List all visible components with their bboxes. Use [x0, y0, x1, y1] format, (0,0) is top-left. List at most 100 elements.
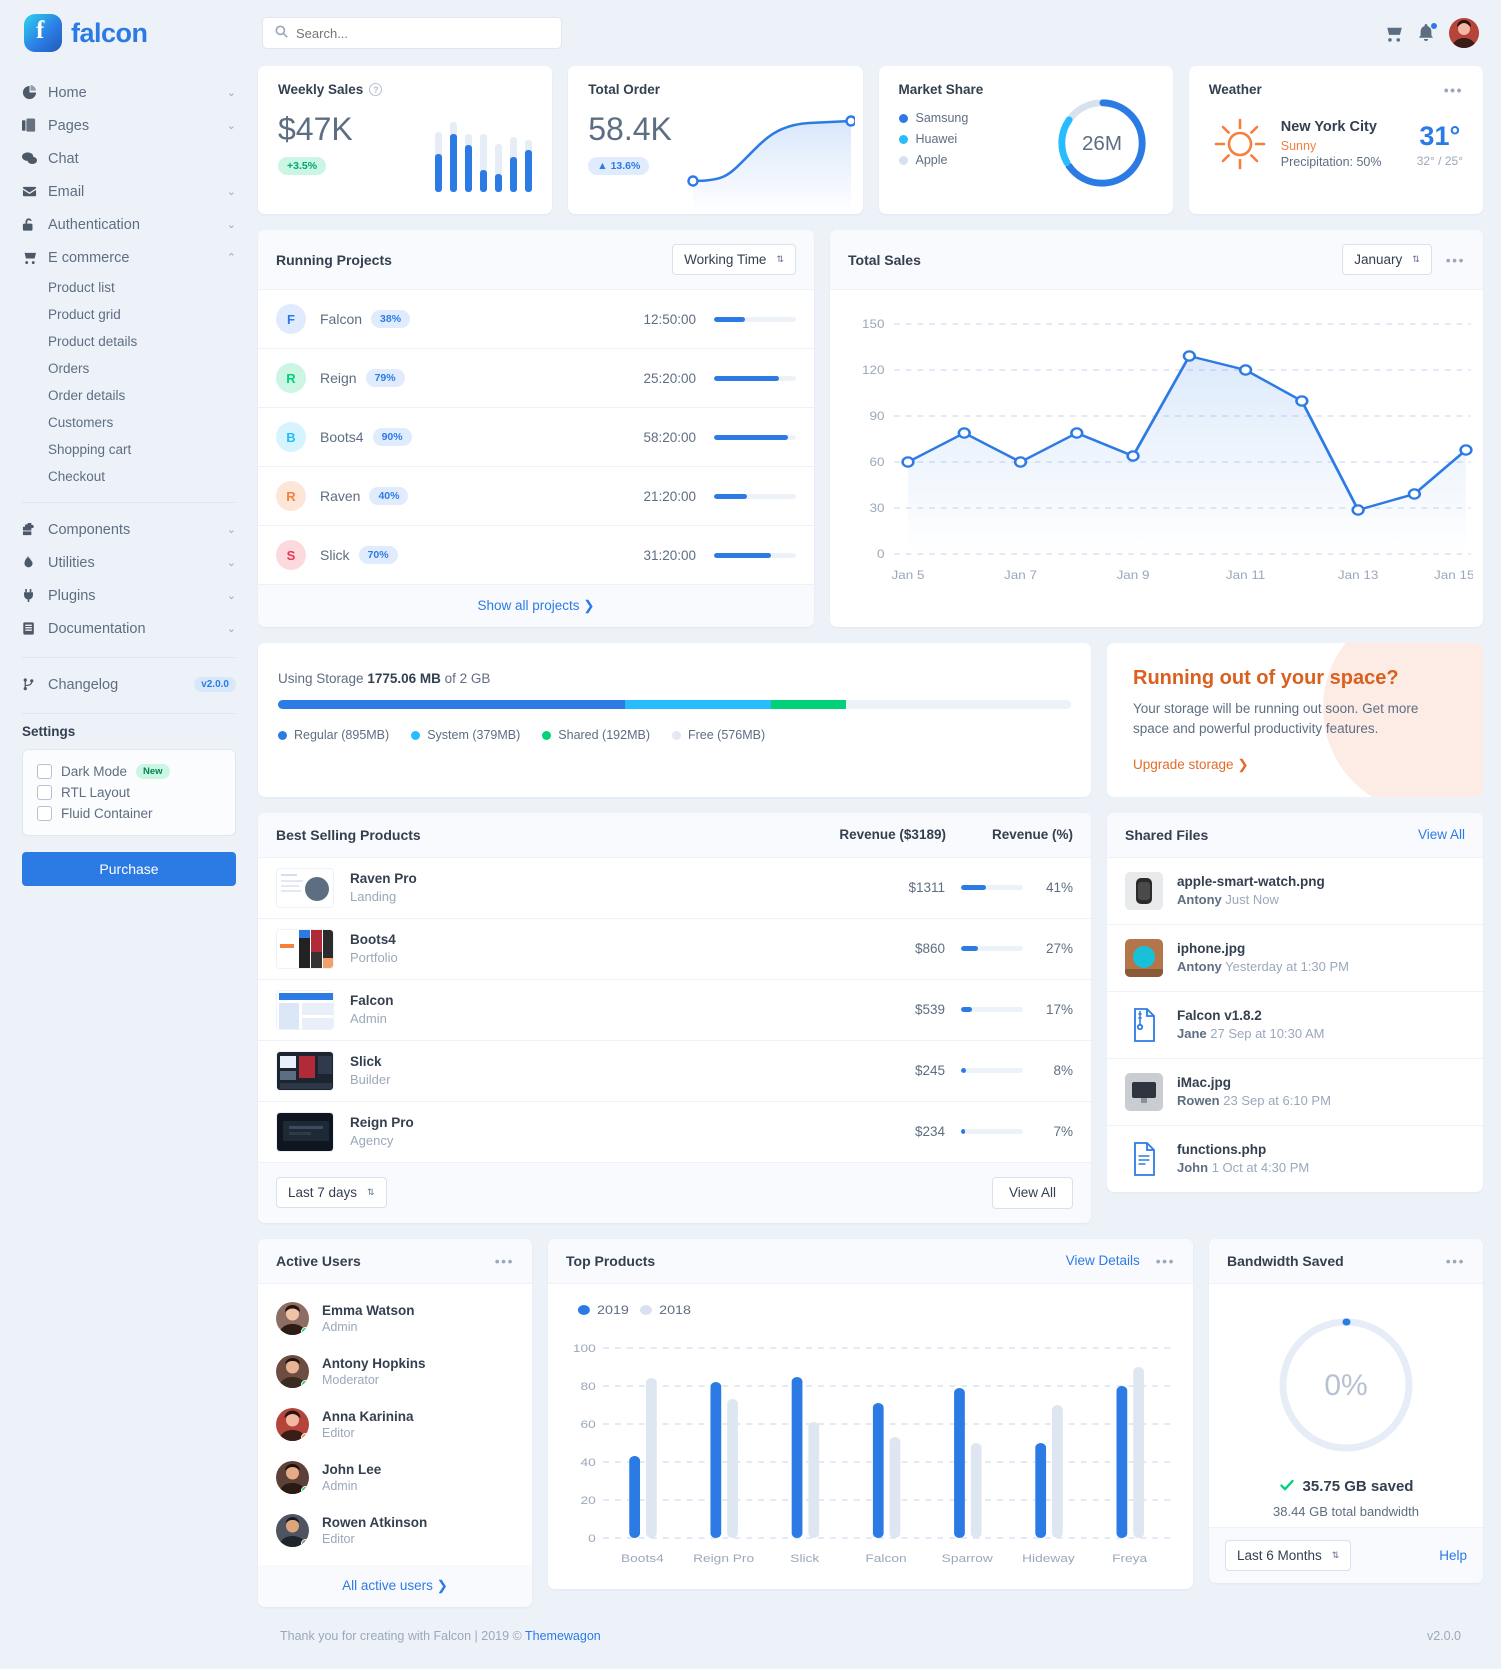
list-item[interactable]: Emma Watson Admin [258, 1292, 532, 1345]
list-item[interactable]: Falcon v1.8.2 Jane 27 Sep at 10:30 AM [1107, 992, 1483, 1059]
sparkbar [450, 122, 458, 192]
list-item[interactable]: apple-smart-watch.png Antony Just Now [1107, 858, 1483, 925]
toggle-label: RTL Layout [61, 785, 131, 800]
sidebar-subitem-order-details[interactable]: Order details [48, 388, 126, 403]
sidebar-item-documentation[interactable]: Documentation ⌄ [22, 612, 236, 645]
table-row[interactable]: R Raven 40% 21:20:00 [258, 467, 814, 526]
user-name: Emma Watson [322, 1302, 415, 1318]
toggle-rtl-layout[interactable]: RTL Layout [37, 782, 221, 803]
sidebar-subitem-checkout[interactable]: Checkout [48, 469, 106, 484]
checkbox-icon[interactable] [37, 806, 52, 821]
cart-icon[interactable] [1384, 24, 1403, 43]
view-all-button[interactable]: View All [991, 1176, 1073, 1209]
list-item[interactable]: iMac.jpg Rowen 23 Sep at 6:10 PM [1107, 1059, 1483, 1126]
view-details-link[interactable]: View Details [1065, 1253, 1140, 1268]
search-box[interactable] [262, 17, 562, 49]
question-circle-icon[interactable]: ? [369, 83, 383, 96]
table-row[interactable]: Raven Pro Landing $1311 41% [258, 858, 1091, 919]
sidebar-subitem-orders[interactable]: Orders [48, 361, 90, 376]
list-item[interactable]: John Lee Admin [258, 1451, 532, 1504]
themewagon-link[interactable]: Themewagon [525, 1628, 601, 1643]
ellipsis-icon[interactable]: ••• [1445, 251, 1465, 268]
view-all-link[interactable]: View All [1417, 827, 1465, 842]
show-all-projects-link[interactable]: Show all projects ❯ [258, 585, 814, 627]
ellipsis-icon[interactable]: ••• [494, 1252, 514, 1269]
sidebar-subitem-customers[interactable]: Customers [48, 415, 114, 430]
sidebar-subitem-product-grid[interactable]: Product grid [48, 307, 121, 322]
ellipsis-icon[interactable]: ••• [1445, 1252, 1465, 1269]
list-item[interactable]: Rowen Atkinson Editor [258, 1504, 532, 1557]
user-avatar[interactable] [1449, 18, 1479, 48]
sidebar-item-pages[interactable]: Pages ⌄ [22, 109, 236, 142]
toggle-dark-mode[interactable]: Dark Mode New [37, 761, 221, 782]
sidebar-item-authentication[interactable]: Authentication ⌄ [22, 208, 236, 241]
chevron-down-icon[interactable]: ⌄ [226, 87, 236, 99]
brand-logo-link[interactable]: falcon [22, 0, 236, 66]
sidebar-subitem-product-list[interactable]: Product list [48, 280, 115, 295]
table-row[interactable]: S Slick 70% 31:20:00 [258, 526, 814, 585]
working-time-select[interactable]: Working Time ⇅ [672, 244, 796, 275]
chevron-down-icon[interactable]: ⌄ [226, 557, 236, 569]
sidebar-item-plugins[interactable]: Plugins ⌄ [22, 579, 236, 612]
list-item[interactable]: iphone.jpg Antony Yesterday at 1:30 PM [1107, 925, 1483, 992]
sidebar-item-changelog[interactable]: Changelog v2.0.0 [22, 668, 236, 701]
card-title: Best Selling Products [276, 826, 421, 843]
list-item[interactable]: Antony Hopkins Moderator [258, 1345, 532, 1398]
bell-icon[interactable] [1417, 22, 1438, 42]
search-input[interactable] [296, 25, 549, 41]
bandwidth-range-select[interactable]: Last 6 Months ⇅ [1225, 1539, 1352, 1571]
cart-icon [22, 250, 48, 265]
table-row[interactable]: F Falcon 38% 12:50:00 [258, 290, 814, 349]
chevron-down-icon[interactable]: ⌄ [226, 120, 236, 132]
table-row[interactable]: Reign Pro Agency $234 7% [258, 1102, 1091, 1162]
card-title: Shared Files [1125, 826, 1209, 843]
product-name: Raven Pro [350, 871, 417, 886]
chevron-down-icon[interactable]: ⌄ [226, 524, 236, 536]
sidebar-subitem-shopping-cart[interactable]: Shopping cart [48, 442, 132, 457]
sidebar-item-email[interactable]: Email ⌄ [22, 175, 236, 208]
chevron-up-icon[interactable]: ⌃ [226, 252, 236, 264]
table-row[interactable]: Boots4 Portfolio $860 27% [258, 919, 1091, 980]
legend-dot [542, 730, 552, 740]
ellipsis-icon[interactable]: ••• [1155, 1252, 1175, 1269]
chevron-down-icon[interactable]: ⌄ [226, 623, 236, 635]
bars-2018 [645, 1366, 1144, 1538]
file-time: Yesterday at 1:30 PM [1225, 959, 1349, 974]
checkbox-icon[interactable] [37, 785, 52, 800]
sidebar-item-home[interactable]: Home ⌄ [22, 76, 236, 109]
chevron-down-icon[interactable]: ⌄ [226, 219, 236, 231]
toggle-fluid-container[interactable]: Fluid Container [37, 803, 221, 824]
lock-icon [22, 217, 48, 232]
list-item[interactable]: Anna Karinina Editor [258, 1398, 532, 1451]
legend-item-system: System (379MB) [411, 728, 520, 742]
chevron-down-icon[interactable]: ⌄ [226, 186, 236, 198]
status-badge [301, 1379, 309, 1388]
sidebar-item-ecommerce[interactable]: E commerce ⌃ [22, 241, 236, 274]
svg-text:60: 60 [870, 456, 885, 469]
project-time: 12:50:00 [643, 311, 696, 327]
file-name: apple-smart-watch.png [1177, 874, 1325, 889]
month-select[interactable]: January ⇅ [1342, 244, 1432, 275]
weather-text: New York City Sunny Precipitation: 50% [1281, 119, 1382, 169]
list-item[interactable]: functions.php John 1 Oct at 4:30 PM [1107, 1126, 1483, 1192]
sidebar-item-utilities[interactable]: Utilities ⌄ [22, 546, 236, 579]
sidebar-item-chat[interactable]: Chat [22, 142, 236, 175]
sidebar-item-components[interactable]: Components ⌄ [22, 513, 236, 546]
file-time: Just Now [1225, 892, 1279, 907]
table-row[interactable]: Slick Builder $245 8% [258, 1041, 1091, 1102]
sidebar-subitem-product-details[interactable]: Product details [48, 334, 138, 349]
all-active-users-link[interactable]: All active users ❯ [258, 1564, 532, 1607]
card-title: Total Sales [848, 251, 921, 268]
purchase-button[interactable]: Purchase [22, 852, 236, 886]
checkbox-icon[interactable] [37, 764, 52, 779]
help-link[interactable]: Help [1439, 1547, 1467, 1563]
ellipsis-icon[interactable]: ••• [1443, 81, 1463, 98]
table-row[interactable]: R Reign 79% 25:20:00 [258, 349, 814, 408]
table-row[interactable]: B Boots4 90% 58:20:00 [258, 408, 814, 467]
product-thumbnail [276, 1111, 334, 1152]
table-row[interactable]: Falcon Admin $539 17% [258, 980, 1091, 1041]
chevron-down-icon[interactable]: ⌄ [226, 590, 236, 602]
user-role: Admin [322, 1478, 358, 1493]
date-range-select[interactable]: Last 7 days ⇅ [276, 1177, 387, 1208]
upgrade-storage-link[interactable]: Upgrade storage ❯ [1133, 756, 1249, 772]
